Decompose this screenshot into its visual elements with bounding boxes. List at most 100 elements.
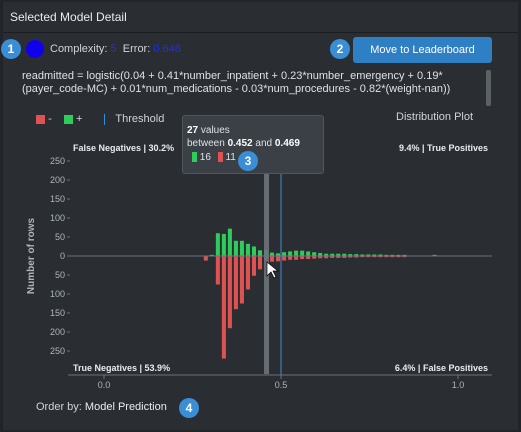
negative-bar [203,256,208,261]
negative-bar [270,256,275,262]
move-to-leaderboard-button[interactable]: Move to Leaderboard [353,37,492,63]
tooltip-negative-swatch [217,152,223,163]
tooltip-high: 0.469 [274,138,300,149]
tooltip-between: between [187,138,228,149]
positive-bar [324,253,329,256]
error-label: Error: [122,43,151,55]
positive-bar [348,254,353,256]
negative-bar [372,256,377,258]
negative-bar [396,256,401,258]
negative-bar [221,256,226,359]
negative-bar [245,256,250,290]
negative-bar [390,256,395,258]
negative-bar [366,256,371,258]
positive-bar [282,252,287,256]
step-badge-1: 1 [1,39,21,59]
y-tick-label: 200 [50,175,65,185]
threshold-legend-label: Threshold [115,113,165,125]
negative-bar [251,256,256,276]
false-positives-label: 6.4% | False Positives [394,363,488,373]
negative-bar [312,256,317,259]
y-tick-label: 50 [55,270,65,280]
x-tick-label: 1.0 [452,380,465,390]
negative-bar [324,256,329,259]
y-tick-label: 100 [50,213,65,223]
negative-bar [348,256,353,258]
positive-bar [233,240,238,256]
negative-bar [257,256,263,270]
negative-bar [384,256,389,258]
positive-bar [432,254,437,256]
positive-bar [276,253,281,256]
step-badge-2: 2 [330,39,350,59]
header-divider [3,32,518,33]
model-color-dot [26,40,44,58]
negative-bar [360,256,365,258]
x-tick-label: 0.0 [98,380,111,390]
error-value: 0.648 [153,43,181,55]
tooltip-positive-count: 16 [199,152,211,163]
negative-bar [300,256,305,260]
y-tick-label: 0 [60,251,65,261]
negative-bar [402,256,407,258]
positive-bar [294,250,299,256]
positive-bar [221,233,226,256]
positive-bar [378,254,383,256]
true-negatives-label: True Negatives | 53.9% [73,363,171,373]
positive-bar [306,251,311,256]
negative-bar [215,256,220,285]
distribution-chart: 250 200 150 100 50 0 50 100 150 200 250 0.0 0.5 1.0 … [20,138,501,393]
panel-title: Selected Model Detail [10,10,127,24]
order-by-value[interactable]: Model Prediction [84,401,167,413]
y-tick-label: 100 [50,289,65,299]
positive-swatch [63,114,73,124]
histogram-bars [203,228,437,359]
negative-bar [378,256,383,258]
step-badge-4: 4 [179,398,199,418]
positive-bar [288,251,293,256]
positive-bar [257,250,263,256]
negative-swatch [36,114,45,124]
negative-bar [330,256,335,258]
positive-bar [372,254,377,256]
positive-bar [312,252,317,256]
y-axis-label: Number of rows [26,218,37,295]
positive-bar [396,254,401,256]
positive-bar [245,243,250,256]
highlight-bin-bar[interactable] [264,138,270,374]
x-axis-ticks: 0.0 0.5 1.0 [68,374,492,390]
model-formula: readmitted = logistic(0.04 + 0.41*number… [22,70,451,95]
positive-bar [227,228,232,256]
positive-bar [300,250,305,256]
negative-bar [282,256,287,261]
negative-bar [239,256,244,304]
y-tick-label: 50 [55,232,65,242]
positive-bar [366,254,371,256]
positive-bar [402,254,407,256]
tooltip-count-suffix: values [198,125,230,136]
formula-scrollbar[interactable] [486,70,491,106]
order-by[interactable]: Order by: Model Prediction [36,401,167,413]
positive-bar [342,253,347,256]
negative-legend-label: - [48,113,52,125]
negative-bar [276,256,281,262]
tooltip-low: 0.452 [227,138,253,149]
x-tick-label: 0.5 [275,380,288,390]
y-axis-ticks: 250 200 150 100 50 0 50 100 150 200 250 [50,156,70,356]
false-negatives-label: False Negatives | 30.2% [73,143,175,153]
negative-bar [318,256,323,259]
tooltip-positive-swatch [192,152,197,163]
y-tick-label: 200 [50,327,65,337]
y-tick-label: 250 [50,156,65,166]
complexity-value: 5 [110,43,117,55]
positive-bar [215,233,220,256]
positive-bar [209,254,214,256]
positive-bar [390,254,395,256]
tooltip-and: and [252,138,275,149]
order-by-label: Order by: [36,401,82,413]
positive-bar [318,252,323,256]
positive-legend-label: + [76,113,83,125]
positive-bar [239,240,244,256]
positive-bar [330,253,335,256]
chart-legend: - + Threshold [36,113,164,125]
